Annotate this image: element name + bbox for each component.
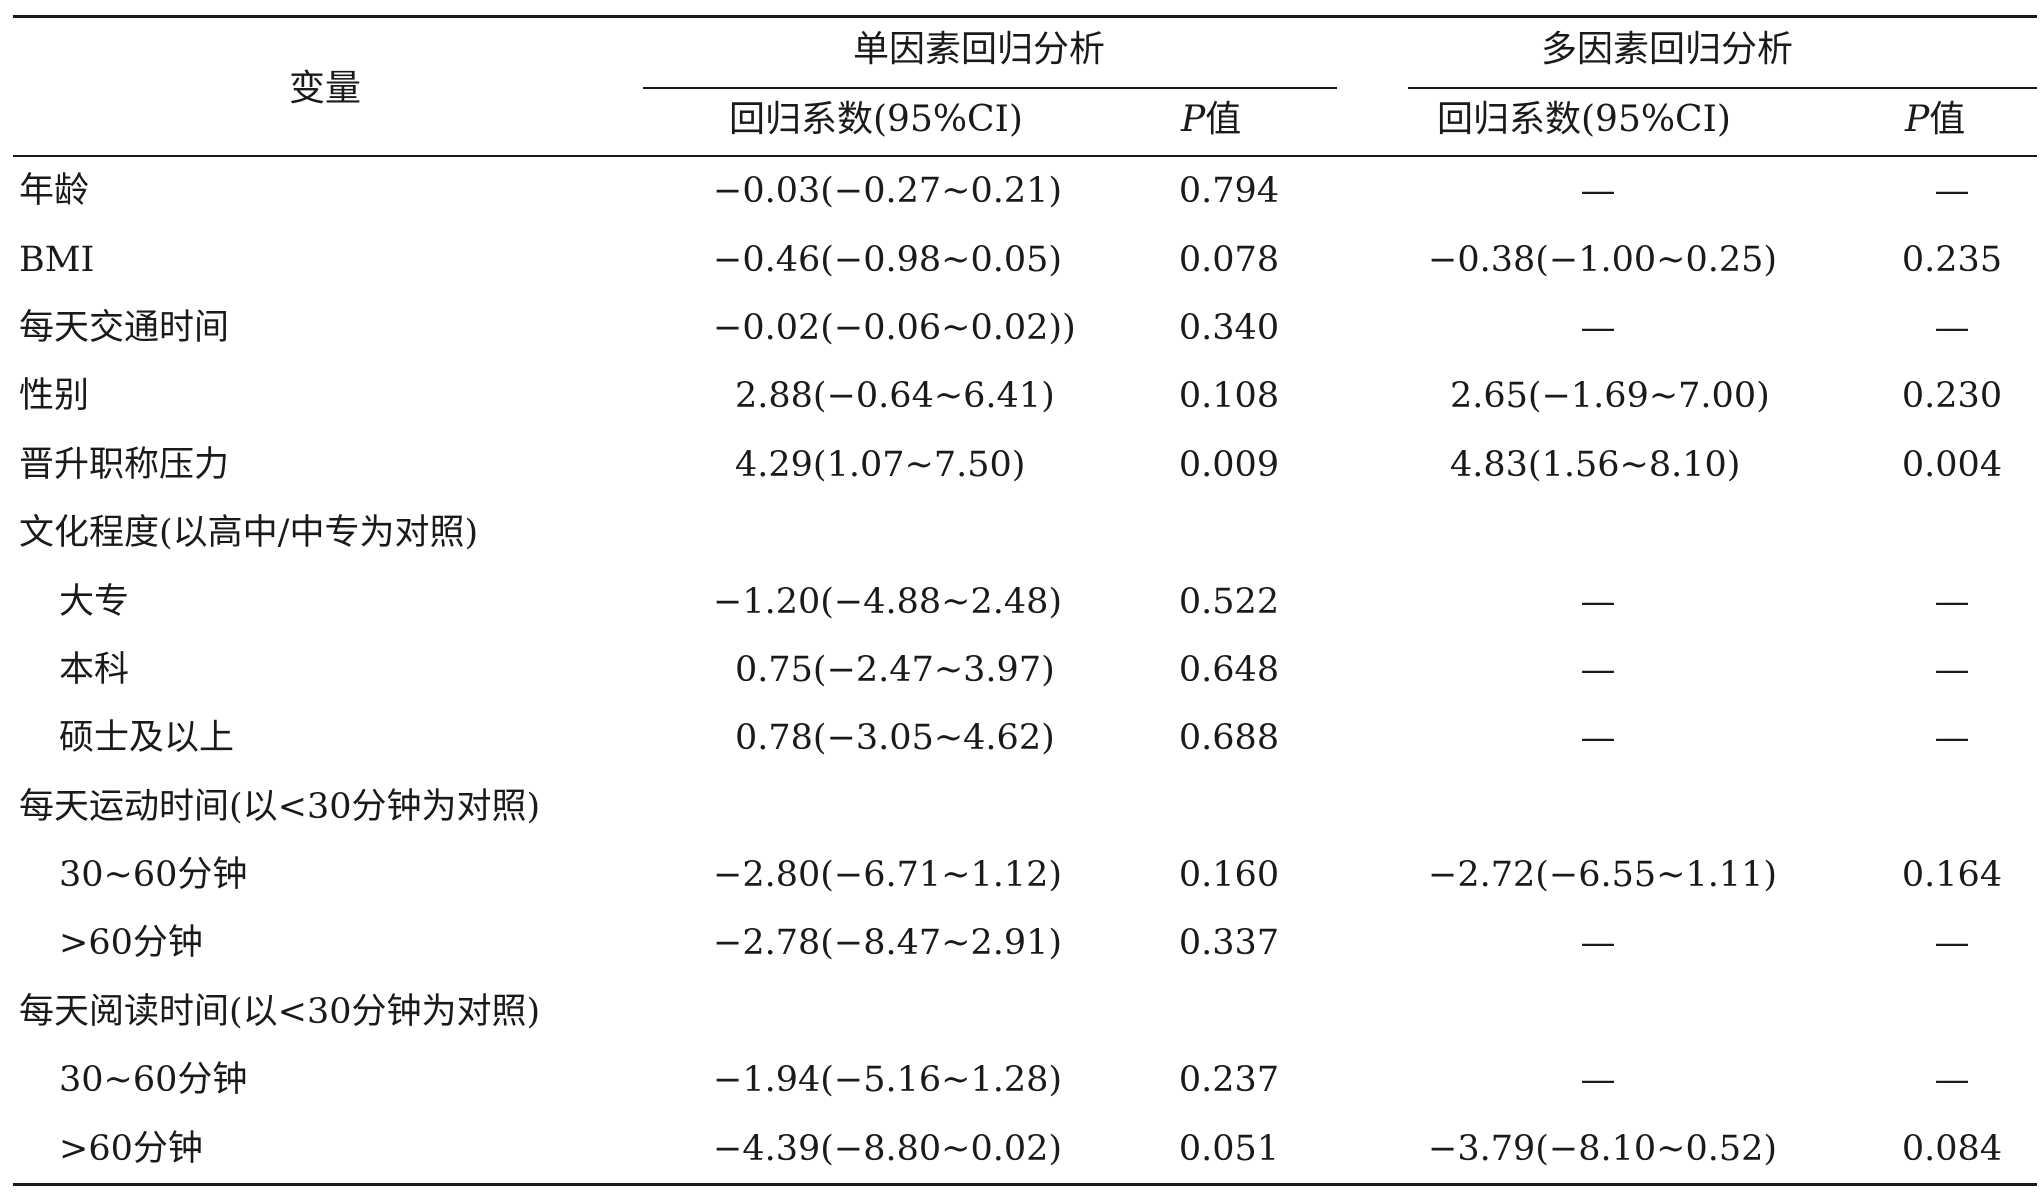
uni-p-cell: 0.160 [1178, 855, 1280, 896]
group-label-cell: 每天运动时间(以<30分钟为对照) [19, 786, 541, 827]
variable-cell: >60分钟 [59, 1128, 203, 1169]
variable-cell: 大专 [59, 581, 130, 622]
uni-p-cell: 0.237 [1178, 1060, 1280, 1101]
table-row: 每天运动时间(以<30分钟为对照) [13, 773, 2037, 841]
uni-coef-cell: −0.02(−0.06~0.02)) [713, 307, 1076, 348]
variable-cell: 硕士及以上 [59, 718, 235, 759]
uni-coef-cell: 0.75(−2.47~3.97) [735, 649, 1055, 690]
multi-coef-cell: 4.83(1.56~8.10) [1450, 444, 1741, 485]
uni-coef-cell: 4.29(1.07~7.50) [735, 444, 1026, 485]
table-row: 晋升职称压力 4.29(1.07~7.50) 0.009 4.83(1.56~8… [13, 431, 2037, 499]
uni-coef-cell: 2.88(−0.64~6.41) [735, 376, 1055, 417]
header-p-univariate: P值 [1181, 100, 1241, 140]
multi-coef-cell: 2.65(−1.69~7.00) [1450, 376, 1770, 417]
group-rule-multivariate [1408, 87, 2037, 89]
table-row: 年龄 −0.03(−0.27~0.21) 0.794 — — [13, 157, 2037, 225]
table-row: 文化程度(以高中/中专为对照) [13, 499, 2037, 567]
uni-coef-cell: −2.78(−8.47~2.91) [713, 923, 1063, 964]
variable-cell: 晋升职称压力 [19, 444, 230, 485]
p-letter: P [1905, 99, 1930, 140]
multi-p-cell: 0.230 [1901, 376, 2003, 417]
top-rule [13, 15, 2037, 18]
variable-cell: 年龄 [19, 171, 90, 212]
multi-coef-cell: −0.38(−1.00~0.25) [1428, 239, 1778, 280]
header-coef-multivariate: 回归系数(95%CI) [1437, 99, 1731, 140]
uni-p-cell: 0.051 [1178, 1128, 1280, 1169]
multi-p-cell: 0.084 [1901, 1128, 2003, 1169]
multi-p-cell: 0.004 [1901, 444, 2003, 485]
uni-p-cell: 0.522 [1178, 581, 1280, 622]
table-row: 30~60分钟 −2.80(−6.71~1.12) 0.160 −2.72(−6… [13, 841, 2037, 909]
uni-coef-cell: −2.80(−6.71~1.12) [713, 855, 1063, 896]
variable-cell: 30~60分钟 [59, 855, 248, 896]
uni-p-cell: 0.688 [1178, 718, 1280, 759]
multi-coef-cell: — [1580, 923, 1616, 964]
table-row: 每天交通时间 −0.02(−0.06~0.02)) 0.340 — — [13, 294, 2037, 362]
multi-p-cell: 0.235 [1901, 239, 2003, 280]
variable-cell: 每天交通时间 [19, 307, 230, 348]
table-row: BMI −0.46(−0.98~0.05) 0.078 −0.38(−1.00~… [13, 225, 2037, 293]
group-rule-univariate [643, 87, 1337, 89]
multi-coef-cell: — [1580, 718, 1616, 759]
group-label-cell: 每天阅读时间(以<30分钟为对照) [19, 991, 541, 1032]
uni-p-cell: 0.794 [1178, 171, 1280, 212]
multi-p-cell: — [1934, 581, 1970, 622]
multi-coef-cell: — [1580, 307, 1616, 348]
table-row: >60分钟 −4.39(−8.80~0.02) 0.051 −3.79(−8.1… [13, 1114, 2037, 1182]
header-p-multivariate: P值 [1905, 100, 1965, 140]
table-row: 性别 2.88(−0.64~6.41) 0.108 2.65(−1.69~7.0… [13, 362, 2037, 430]
multi-coef-cell: −3.79(−8.10~0.52) [1428, 1128, 1778, 1169]
multi-coef-cell: — [1580, 581, 1616, 622]
table-row: 30~60分钟 −1.94(−5.16~1.28) 0.237 — — [13, 1046, 2037, 1114]
p-letter: P [1181, 99, 1206, 140]
multi-coef-cell: −2.72(−6.55~1.11) [1428, 855, 1778, 896]
uni-coef-cell: −0.46(−0.98~0.05) [713, 239, 1063, 280]
header-coef-univariate: 回归系数(95%CI) [729, 99, 1023, 140]
uni-p-cell: 0.078 [1178, 239, 1280, 280]
variable-cell: BMI [19, 239, 95, 280]
bottom-rule [13, 1182, 2037, 1186]
multi-p-cell: — [1934, 171, 1970, 212]
variable-cell: 30~60分钟 [59, 1060, 248, 1101]
uni-coef-cell: 0.78(−3.05~4.62) [735, 718, 1055, 759]
uni-p-cell: 0.340 [1178, 307, 1280, 348]
uni-p-cell: 0.337 [1178, 923, 1280, 964]
multi-p-cell: — [1934, 1060, 1970, 1101]
variable-cell: >60分钟 [59, 923, 203, 964]
uni-p-cell: 0.009 [1178, 444, 1280, 485]
group-label-cell: 文化程度(以高中/中专为对照) [19, 513, 479, 554]
uni-coef-cell: −1.94(−5.16~1.28) [713, 1060, 1063, 1101]
uni-p-cell: 0.648 [1178, 649, 1280, 690]
table-header: 变量 单因素回归分析 多因素回归分析 回归系数(95%CI) P值 回归系数(9… [13, 18, 2037, 155]
table-row: 每天阅读时间(以<30分钟为对照) [13, 978, 2037, 1046]
variable-cell: 性别 [19, 376, 90, 417]
table-row: 硕士及以上 0.78(−3.05~4.62) 0.688 — — [13, 704, 2037, 772]
regression-table: 变量 单因素回归分析 多因素回归分析 回归系数(95%CI) P值 回归系数(9… [13, 15, 2037, 1186]
multi-p-cell: — [1934, 923, 1970, 964]
multi-coef-cell: — [1580, 171, 1616, 212]
header-variable: 变量 [289, 68, 362, 109]
table-row: 大专 −1.20(−4.88~2.48) 0.522 — — [13, 567, 2037, 635]
table-row: 本科 0.75(−2.47~3.97) 0.648 — — [13, 636, 2037, 704]
header-group-univariate: 单因素回归分析 [853, 29, 1106, 70]
multi-p-cell: — [1934, 718, 1970, 759]
uni-coef-cell: −4.39(−8.80~0.02) [713, 1128, 1063, 1169]
multi-coef-cell: — [1580, 649, 1616, 690]
table-row: >60分钟 −2.78(−8.47~2.91) 0.337 — — [13, 909, 2037, 977]
uni-coef-cell: −1.20(−4.88~2.48) [713, 581, 1063, 622]
uni-coef-cell: −0.03(−0.27~0.21) [713, 171, 1063, 212]
table-body: 年龄 −0.03(−0.27~0.21) 0.794 — — BMI −0.46… [13, 157, 2037, 1183]
uni-p-cell: 0.108 [1178, 376, 1280, 417]
multi-p-cell: — [1934, 649, 1970, 690]
multi-coef-cell: — [1580, 1060, 1616, 1101]
multi-p-cell: 0.164 [1901, 855, 2003, 896]
p-suffix: 值 [1929, 99, 1966, 140]
p-suffix: 值 [1205, 99, 1242, 140]
header-rule [13, 155, 2037, 157]
header-group-multivariate: 多因素回归分析 [1541, 29, 1794, 70]
variable-cell: 本科 [59, 649, 130, 690]
multi-p-cell: — [1934, 307, 1970, 348]
